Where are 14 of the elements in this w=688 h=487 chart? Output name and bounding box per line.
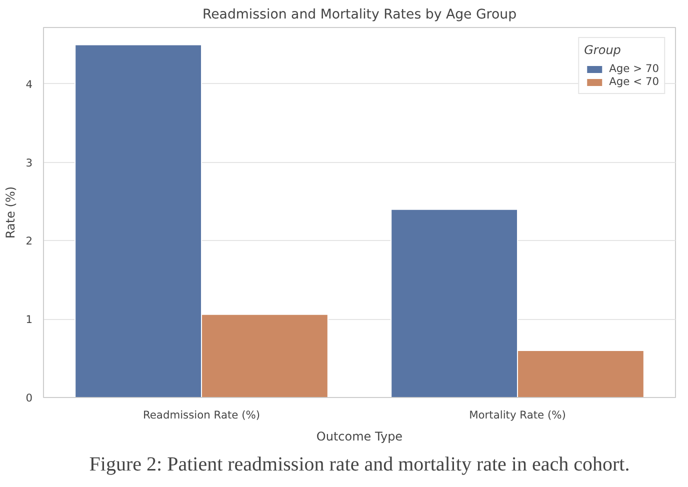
x-tick-label: Mortality Rate (%) [469,408,566,422]
x-axis-title: Outcome Type [316,430,403,444]
y-tick-label: 4 [26,78,33,91]
caption: Figure 2: Patient readmission rate and mortality rate in each cohort. [89,454,630,476]
legend-title: Group [584,43,622,57]
y-tick-label: 2 [26,234,32,248]
x-tick-label: Readmission Rate (%) [142,408,260,422]
y-tick-label: 1 [26,313,32,326]
y-axis-title: Rate (%) [4,186,18,239]
legend-label: Age < 70 [609,75,659,88]
y-tick-label: 3 [26,156,32,170]
chart-title: Readmission and Mortality Rates by Age Group [202,8,517,22]
y-tick-label: 0 [26,392,33,404]
legend-label: Age > 70 [609,62,659,75]
